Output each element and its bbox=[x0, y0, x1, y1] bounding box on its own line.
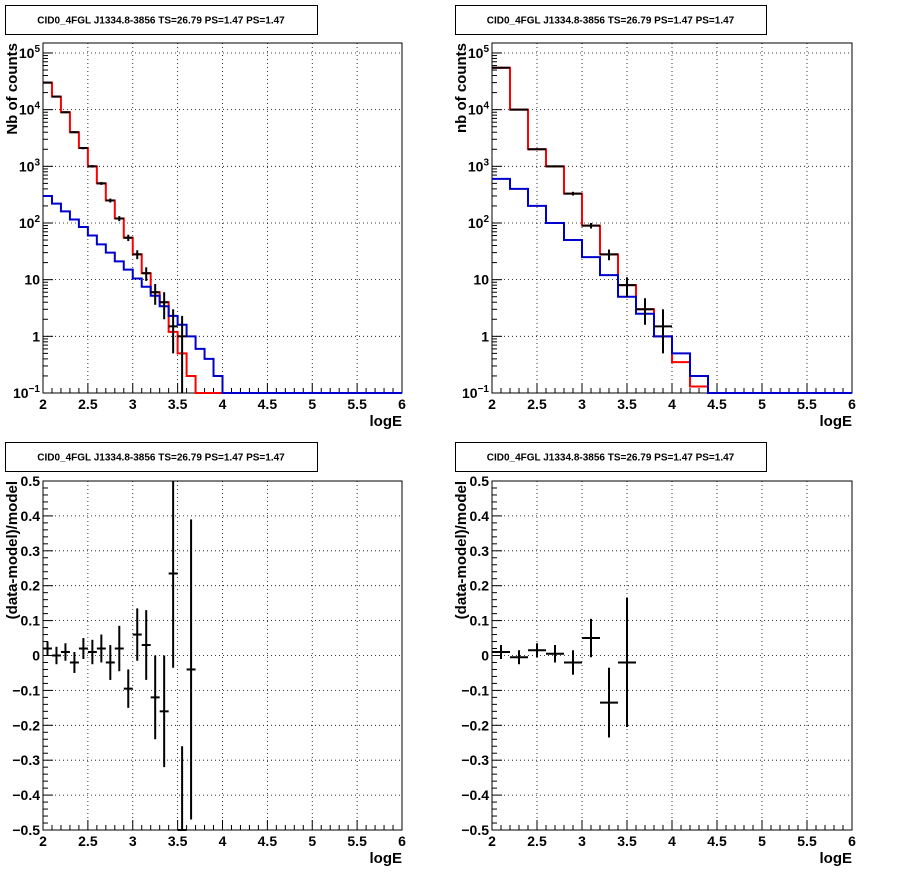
y-tick-label: 103 bbox=[468, 157, 490, 174]
x-tick-label: 3.5 bbox=[617, 396, 637, 412]
y-tick-label: −0.1 bbox=[461, 682, 489, 698]
x-tick-label: 3 bbox=[129, 833, 137, 849]
x-tick-label: 5.5 bbox=[347, 396, 367, 412]
x-tick-label: 5.5 bbox=[797, 833, 817, 849]
y-tick-label: 0.3 bbox=[470, 543, 490, 559]
y-tick-label: 0 bbox=[481, 648, 489, 664]
y-tick-label: 0.1 bbox=[21, 613, 41, 629]
y-tick-label: 105 bbox=[468, 44, 490, 61]
y-tick-label: −0.3 bbox=[461, 752, 489, 768]
x-tick-label: 5 bbox=[308, 396, 316, 412]
x-tick-label: 3.5 bbox=[168, 396, 188, 412]
y-tick-label: 0.4 bbox=[21, 508, 41, 524]
x-tick-label: 6 bbox=[848, 396, 856, 412]
chart-panel-residuals-right: CID0_4FGL J1334.8-3856 TS=26.79 PS=1.47 … bbox=[453, 442, 856, 867]
x-tick-label: 5.5 bbox=[797, 396, 817, 412]
x-tick-label: 5 bbox=[308, 833, 316, 849]
y-tick-label: −0.3 bbox=[12, 752, 40, 768]
y-tick-label: −0.5 bbox=[12, 822, 40, 838]
x-tick-label: 2.5 bbox=[78, 396, 98, 412]
y-tick-label: 10−1 bbox=[13, 384, 40, 401]
y-tick-label: 105 bbox=[19, 44, 41, 61]
y-tick-label: 1 bbox=[481, 328, 489, 344]
x-tick-label: 2 bbox=[39, 833, 47, 849]
x-tick-label: 3 bbox=[129, 396, 137, 412]
x-tick-label: 3 bbox=[578, 833, 586, 849]
x-tick-label: 2 bbox=[488, 396, 496, 412]
y-tick-label: 104 bbox=[19, 101, 41, 118]
y-axis-label: Nb of counts bbox=[4, 43, 21, 135]
y-tick-label: 102 bbox=[468, 214, 490, 231]
y-tick-label: 103 bbox=[19, 157, 41, 174]
x-axis-label: logE bbox=[820, 850, 853, 867]
chart-panel-residuals-left: CID0_4FGL J1334.8-3856 TS=26.79 PS=1.47 … bbox=[4, 442, 406, 867]
x-tick-label: 4.5 bbox=[258, 396, 278, 412]
x-axis-label: logE bbox=[370, 850, 403, 867]
x-tick-label: 6 bbox=[398, 833, 406, 849]
chart-title-box bbox=[5, 5, 318, 35]
background-histogram-line bbox=[43, 194, 402, 394]
y-tick-label: 0 bbox=[32, 648, 40, 664]
x-tick-label: 2 bbox=[39, 396, 47, 412]
x-tick-label: 4 bbox=[668, 396, 676, 412]
y-tick-label: 0.2 bbox=[21, 578, 41, 594]
y-tick-label: 0.3 bbox=[21, 543, 41, 559]
x-axis-label: logE bbox=[820, 413, 853, 430]
y-tick-label: −0.4 bbox=[461, 787, 489, 803]
chart-panel-counts-left: CID0_4FGL J1334.8-3856 TS=26.79 PS=1.47 … bbox=[4, 5, 406, 430]
y-axis-label: (data-model)/model bbox=[4, 481, 21, 619]
y-tick-label: 102 bbox=[19, 214, 41, 231]
chart-title: CID0_4FGL J1334.8-3856 TS=26.79 PS=1.47 … bbox=[37, 453, 285, 464]
x-tick-label: 4.5 bbox=[707, 833, 727, 849]
x-tick-label: 3.5 bbox=[617, 833, 637, 849]
x-tick-label: 2.5 bbox=[527, 833, 547, 849]
x-tick-label: 2.5 bbox=[78, 833, 98, 849]
y-tick-label: 10−1 bbox=[462, 384, 489, 401]
x-tick-label: 4 bbox=[219, 396, 227, 412]
x-tick-label: 5 bbox=[758, 396, 766, 412]
x-tick-label: 5 bbox=[758, 833, 766, 849]
y-tick-label: 0.2 bbox=[470, 578, 490, 594]
x-tick-label: 4 bbox=[219, 833, 227, 849]
chart-title-box bbox=[5, 442, 318, 472]
y-tick-label: 10 bbox=[473, 272, 489, 288]
y-tick-label: 104 bbox=[468, 101, 490, 118]
chart-title-box bbox=[455, 442, 767, 472]
chart-panel-counts-right: CID0_4FGL J1334.8-3856 TS=26.79 PS=1.47 … bbox=[453, 5, 856, 430]
x-tick-label: 3.5 bbox=[168, 833, 188, 849]
x-axis-label: logE bbox=[370, 413, 403, 430]
y-tick-label: 1 bbox=[32, 328, 40, 344]
x-tick-label: 5.5 bbox=[347, 833, 367, 849]
y-axis-label: nb of counts bbox=[453, 43, 470, 133]
y-tick-label: 10 bbox=[24, 272, 40, 288]
y-tick-label: 0.5 bbox=[21, 473, 41, 489]
background-histogram-line bbox=[492, 177, 852, 394]
y-tick-label: −0.5 bbox=[461, 822, 489, 838]
x-tick-label: 4.5 bbox=[258, 833, 278, 849]
x-tick-label: 3 bbox=[578, 396, 586, 412]
x-tick-label: 6 bbox=[398, 396, 406, 412]
y-tick-label: −0.2 bbox=[461, 717, 489, 733]
x-tick-label: 2.5 bbox=[527, 396, 547, 412]
y-axis-label: (data-model)/model bbox=[453, 481, 470, 619]
y-tick-label: −0.1 bbox=[12, 682, 40, 698]
x-tick-label: 2 bbox=[488, 833, 496, 849]
y-tick-label: 0.5 bbox=[470, 473, 490, 489]
x-tick-label: 6 bbox=[848, 833, 856, 849]
chart-title: CID0_4FGL J1334.8-3856 TS=26.79 PS=1.47 … bbox=[487, 16, 735, 27]
chart-title: CID0_4FGL J1334.8-3856 TS=26.79 PS=1.47 … bbox=[37, 16, 285, 27]
y-tick-label: 0.4 bbox=[470, 508, 490, 524]
y-tick-label: −0.2 bbox=[12, 717, 40, 733]
x-tick-label: 4 bbox=[668, 833, 676, 849]
chart-title: CID0_4FGL J1334.8-3856 TS=26.79 PS=1.47 … bbox=[487, 453, 735, 464]
x-tick-label: 4.5 bbox=[707, 396, 727, 412]
chart-title-box bbox=[455, 5, 767, 35]
y-tick-label: 0.1 bbox=[470, 613, 490, 629]
y-tick-label: −0.4 bbox=[12, 787, 40, 803]
